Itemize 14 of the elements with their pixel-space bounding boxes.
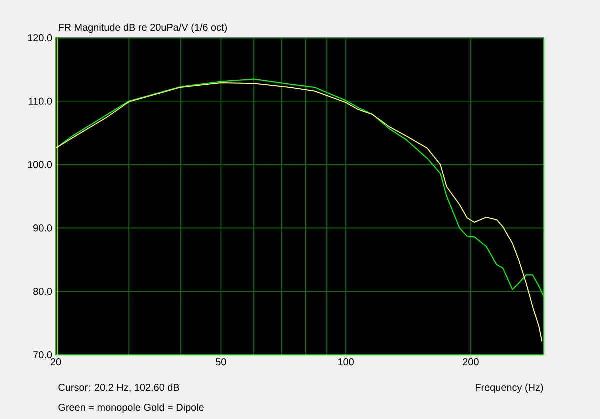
y-tick-label: 70.0 bbox=[34, 351, 52, 359]
x-tick-label: 200 bbox=[463, 358, 479, 366]
chart-title: FR Magnitude dB re 20uPa/V (1/6 oct) bbox=[59, 24, 228, 34]
x-axis-title: Frequency (Hz) bbox=[476, 384, 544, 394]
y-tick-label: 110.0 bbox=[29, 98, 52, 105]
text: Green = monopole Gold = Dipole bbox=[58, 404, 204, 414]
y-tick-label: 90.0 bbox=[34, 224, 52, 232]
text: Cursor: 20.2 Hz, 102.60 dB bbox=[58, 384, 180, 392]
y-tick-label: 80.0 bbox=[34, 288, 52, 296]
y-tick-label: 120.0 bbox=[28, 34, 52, 42]
x-tick-label: 20 bbox=[50, 358, 62, 366]
x-tick-label: 100 bbox=[338, 358, 354, 366]
x-tick-label: 50 bbox=[216, 358, 226, 366]
y-tick-label: 100.0 bbox=[28, 161, 52, 168]
